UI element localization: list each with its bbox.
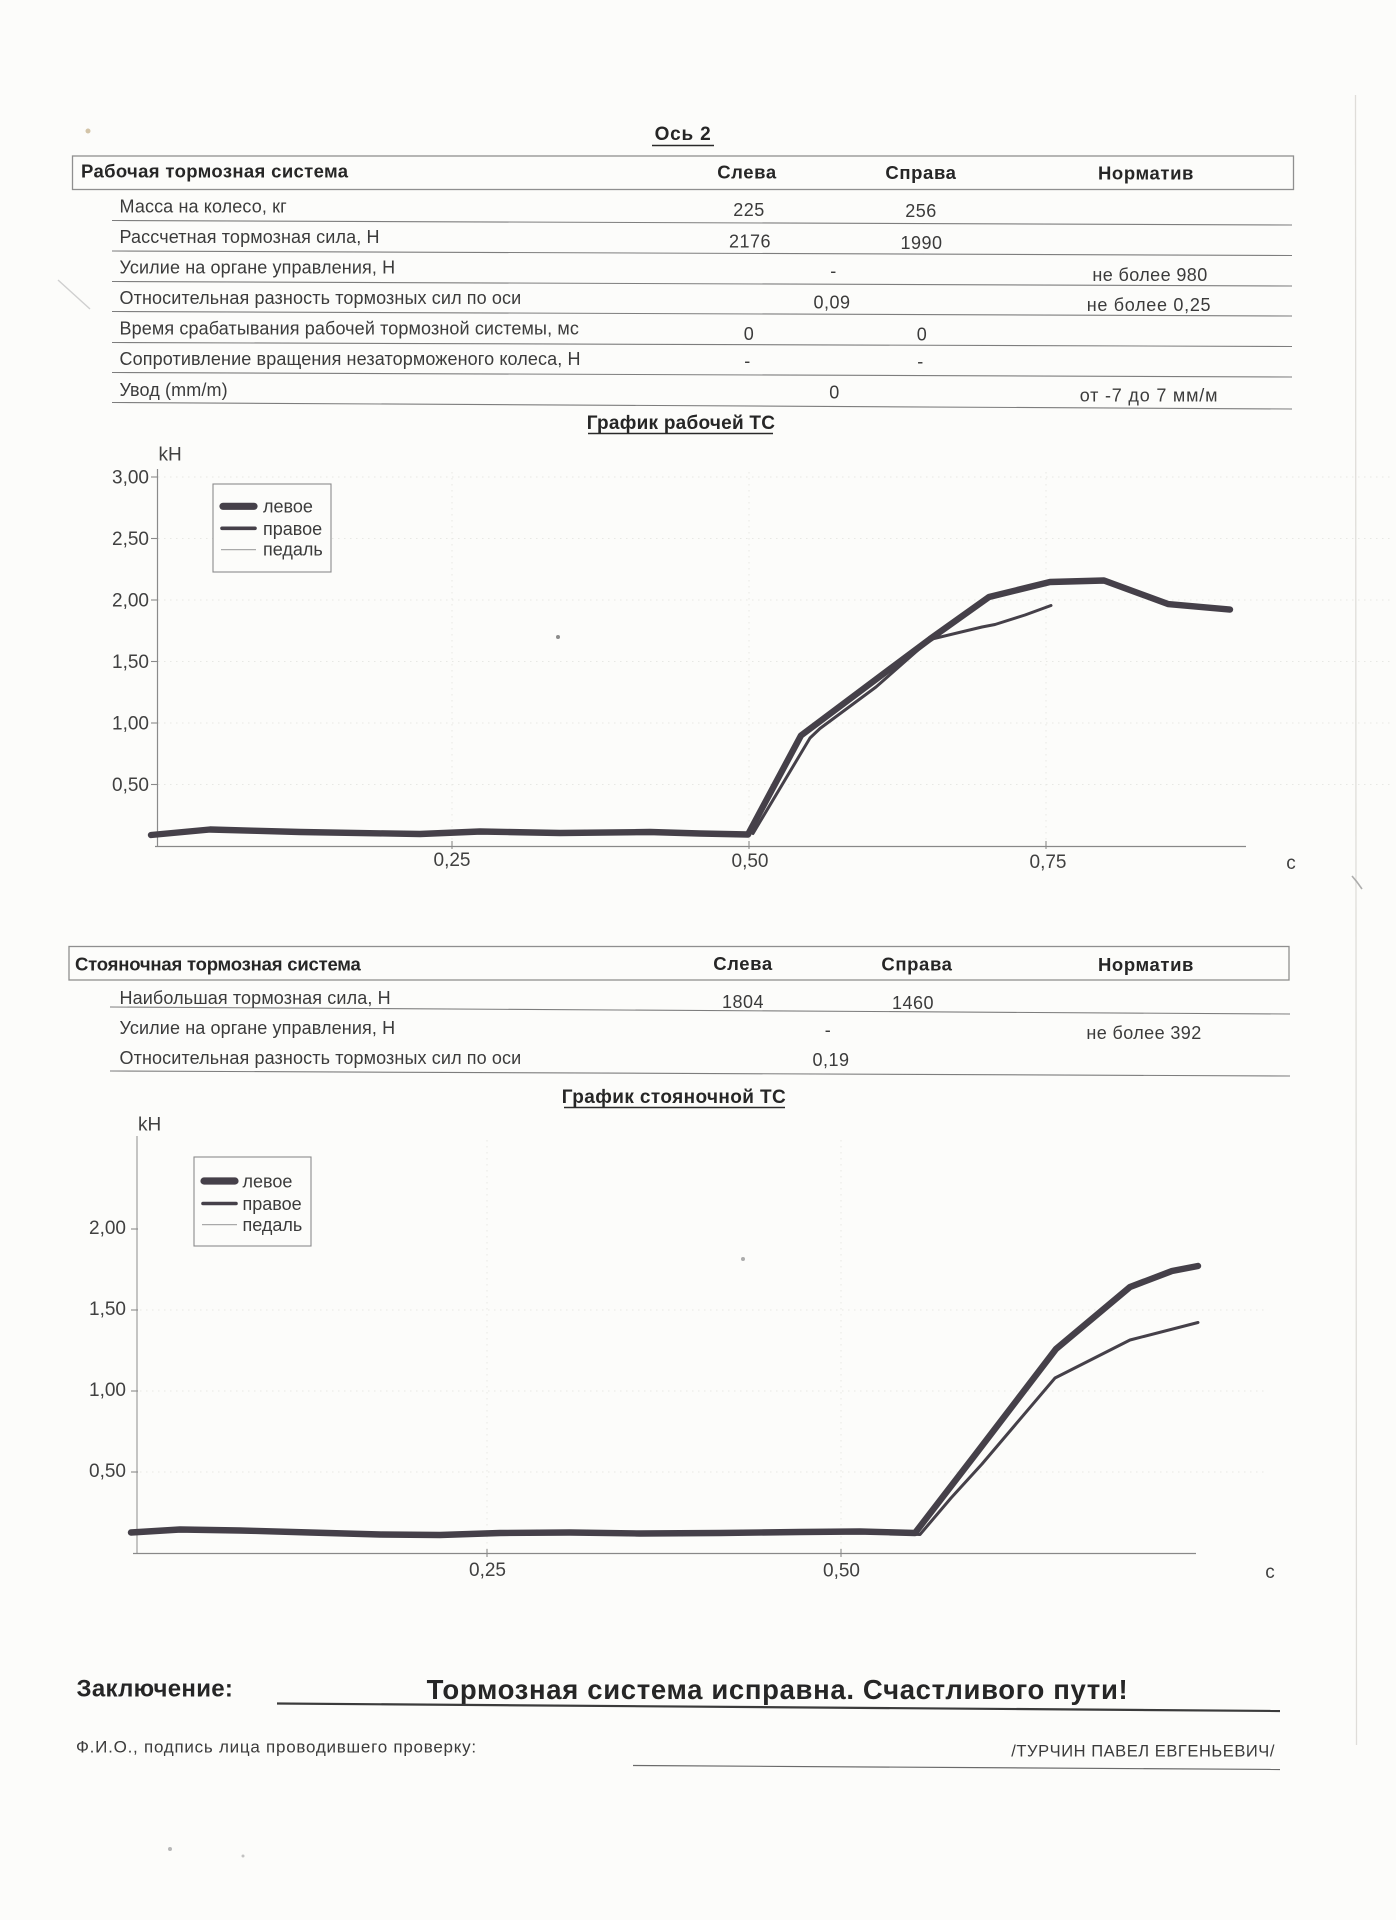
svg-text:Слева: Слева (713, 953, 773, 974)
svg-text:0: 0 (829, 383, 840, 403)
svg-text:2,50: 2,50 (112, 529, 149, 550)
svg-text:0,50: 0,50 (112, 775, 149, 796)
svg-text:2,00: 2,00 (112, 591, 149, 612)
svg-text:Ось 2: Ось 2 (655, 124, 712, 145)
svg-text:1460: 1460 (892, 993, 934, 1013)
svg-text:0,25: 0,25 (469, 1560, 506, 1581)
svg-text:левое: левое (243, 1172, 293, 1192)
svg-text:левое: левое (263, 497, 313, 517)
svg-text:0,50: 0,50 (823, 1561, 860, 1582)
svg-text:1,50: 1,50 (112, 652, 149, 673)
svg-text:не более 392: не более 392 (1086, 1023, 1201, 1043)
svg-text:-: - (830, 261, 837, 281)
svg-text:правое: правое (263, 519, 322, 539)
svg-text:2176: 2176 (729, 232, 771, 252)
svg-text:Справа: Справа (885, 162, 956, 183)
svg-text:0,50: 0,50 (89, 1461, 126, 1482)
svg-text:Сопротивление вращения незатор: Сопротивление вращения незаторможеного к… (120, 349, 581, 369)
svg-text:-: - (917, 352, 924, 372)
svg-text:Ф.И.О., подпись лица проводивш: Ф.И.О., подпись лица проводившего провер… (76, 1738, 477, 1757)
svg-text:Заключение:: Заключение: (77, 1676, 234, 1703)
svg-text:0,25: 0,25 (434, 850, 471, 871)
svg-text:Справа: Справа (881, 954, 952, 975)
svg-text:от -7 до 7 мм/м: от -7 до 7 мм/м (1080, 386, 1219, 406)
svg-text:0,50: 0,50 (732, 851, 769, 872)
svg-text:-: - (744, 351, 751, 371)
svg-text:kH: kH (159, 445, 182, 466)
svg-text:kH: kH (138, 1115, 161, 1136)
svg-text:Масса на колесо, кг: Масса на колесо, кг (120, 197, 288, 217)
svg-text:1990: 1990 (900, 233, 942, 253)
svg-text:0: 0 (917, 325, 928, 345)
svg-text:правое: правое (243, 1194, 302, 1214)
svg-text:с: с (1265, 1562, 1275, 1583)
svg-text:Увод (mm/m): Увод (mm/m) (120, 380, 228, 400)
svg-text:График рабочей ТС: График рабочей ТС (587, 413, 776, 434)
svg-text:Стояночная тормозная система: Стояночная тормозная система (75, 954, 362, 975)
svg-text:225: 225 (733, 200, 765, 220)
svg-text:3,00: 3,00 (112, 468, 149, 489)
svg-text:-: - (825, 1020, 832, 1040)
svg-text:Слева: Слева (717, 162, 777, 183)
svg-text:Относительная разность тормозн: Относительная разность тормозных сил по … (120, 1048, 522, 1068)
svg-text:Норматив: Норматив (1098, 163, 1194, 184)
svg-text:Время срабатывания рабочей тор: Время срабатывания рабочей тормозной сис… (120, 319, 579, 339)
svg-text:/ТУРЧИН ПАВЕЛ ЕВГЕНЬЕВИЧ/: /ТУРЧИН ПАВЕЛ ЕВГЕНЬЕВИЧ/ (1011, 1743, 1275, 1761)
svg-text:2,00: 2,00 (89, 1218, 126, 1239)
svg-text:0,75: 0,75 (1030, 852, 1067, 873)
svg-text:Рабочая тормозная система: Рабочая тормозная система (81, 161, 349, 182)
svg-text:педаль: педаль (263, 540, 323, 560)
svg-text:не более 0,25: не более 0,25 (1087, 295, 1212, 315)
svg-text:График стояночной ТС: График стояночной ТС (562, 1087, 786, 1108)
svg-text:Усилие на органе управления, Н: Усилие на органе управления, Н (120, 1018, 396, 1038)
svg-text:1,50: 1,50 (89, 1299, 126, 1320)
svg-text:1804: 1804 (722, 992, 764, 1012)
svg-text:Усилие на органе управления, Н: Усилие на органе управления, Н (120, 258, 396, 278)
svg-text:Норматив: Норматив (1098, 954, 1194, 975)
svg-text:Тормозная система исправна. Сч: Тормозная система исправна. Счастливого … (427, 1674, 1129, 1705)
svg-text:Относительная разность тормозн: Относительная разность тормозных сил по … (120, 288, 522, 308)
svg-text:Рассчетная тормозная сила, Н: Рассчетная тормозная сила, Н (120, 227, 380, 247)
svg-text:0: 0 (744, 324, 755, 344)
svg-text:256: 256 (905, 201, 937, 221)
svg-text:с: с (1286, 853, 1296, 874)
svg-text:0,19: 0,19 (812, 1050, 849, 1070)
svg-text:Наибольшая тормозная сила, Н: Наибольшая тормозная сила, Н (120, 988, 391, 1008)
svg-text:1,00: 1,00 (112, 714, 149, 735)
svg-text:0,09: 0,09 (813, 293, 850, 313)
svg-text:1,00: 1,00 (89, 1380, 126, 1401)
svg-text:педаль: педаль (243, 1215, 303, 1235)
svg-text:не более 980: не более 980 (1092, 265, 1207, 285)
